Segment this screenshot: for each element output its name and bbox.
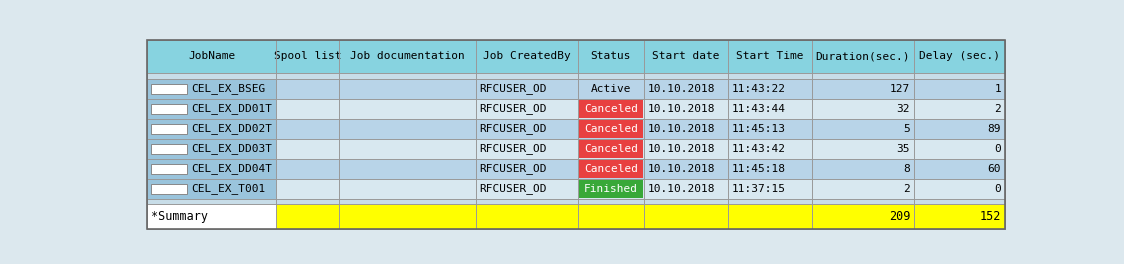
Text: 11:43:42: 11:43:42 [732, 144, 786, 154]
Text: *Summary: *Summary [151, 210, 208, 223]
Text: Delay (sec.): Delay (sec.) [918, 51, 999, 61]
Text: 10.10.2018: 10.10.2018 [647, 103, 715, 114]
Text: 8: 8 [904, 164, 910, 174]
Text: CEL_EX_DD03T: CEL_EX_DD03T [191, 143, 272, 154]
Text: 10.10.2018: 10.10.2018 [647, 84, 715, 93]
Bar [147, 159, 1005, 179]
Bar [579, 99, 643, 118]
Bar [151, 103, 188, 114]
Text: Job documentation: Job documentation [351, 51, 465, 61]
Bar [147, 73, 1005, 79]
Text: 11:45:18: 11:45:18 [732, 164, 786, 174]
Text: Canceled: Canceled [584, 144, 638, 154]
Bar [579, 79, 643, 98]
Bar [147, 119, 1005, 139]
Bar [147, 98, 275, 119]
Text: 127: 127 [890, 84, 910, 93]
Text: 5: 5 [904, 124, 910, 134]
Text: CEL_EX_BSEG: CEL_EX_BSEG [191, 83, 265, 94]
Bar [147, 159, 275, 179]
Bar [147, 98, 1005, 119]
Bar [147, 139, 1005, 159]
Text: Finished: Finished [584, 183, 638, 194]
Text: Canceled: Canceled [584, 124, 638, 134]
Text: 209: 209 [889, 210, 910, 223]
Text: Canceled: Canceled [584, 164, 638, 174]
Bar [579, 179, 643, 199]
Text: Spool list: Spool list [273, 51, 342, 61]
Bar [147, 79, 275, 98]
Text: Start Time: Start Time [736, 51, 804, 61]
Text: RFCUSER_OD: RFCUSER_OD [480, 83, 547, 94]
Bar [579, 119, 643, 138]
Text: 2: 2 [995, 103, 1001, 114]
Text: CEL_EX_DD02T: CEL_EX_DD02T [191, 123, 272, 134]
Text: Start date: Start date [652, 51, 719, 61]
Text: 11:37:15: 11:37:15 [732, 183, 786, 194]
Bar [147, 139, 275, 159]
Bar [147, 79, 1005, 98]
Text: 0: 0 [995, 144, 1001, 154]
Text: 89: 89 [988, 124, 1001, 134]
Text: CEL_EX_DD01T: CEL_EX_DD01T [191, 103, 272, 114]
Bar [147, 179, 1005, 199]
Text: CEL_EX_DD04T: CEL_EX_DD04T [191, 163, 272, 174]
Bar [147, 204, 1005, 229]
Text: RFCUSER_OD: RFCUSER_OD [480, 123, 547, 134]
Bar [151, 144, 188, 154]
Text: 32: 32 [897, 103, 910, 114]
Text: Job CreatedBy: Job CreatedBy [483, 51, 571, 61]
Bar [147, 119, 275, 139]
Bar [147, 204, 275, 229]
Bar [151, 183, 188, 194]
Text: 0: 0 [995, 183, 1001, 194]
Text: JobName: JobName [188, 51, 235, 61]
Text: 11:43:22: 11:43:22 [732, 84, 786, 93]
Text: 11:45:13: 11:45:13 [732, 124, 786, 134]
Bar [147, 179, 275, 199]
Text: 10.10.2018: 10.10.2018 [647, 144, 715, 154]
Bar [151, 164, 188, 174]
Text: 10.10.2018: 10.10.2018 [647, 124, 715, 134]
Text: RFCUSER_OD: RFCUSER_OD [480, 143, 547, 154]
Text: 60: 60 [988, 164, 1001, 174]
Bar [147, 199, 1005, 204]
Bar [151, 84, 188, 93]
Text: CEL_EX_T001: CEL_EX_T001 [191, 183, 265, 194]
Bar [151, 124, 188, 134]
Text: RFCUSER_OD: RFCUSER_OD [480, 183, 547, 194]
Text: Duration(sec.): Duration(sec.) [816, 51, 910, 61]
Text: 11:43:44: 11:43:44 [732, 103, 786, 114]
Bar [579, 139, 643, 158]
Text: 10.10.2018: 10.10.2018 [647, 183, 715, 194]
Text: 35: 35 [897, 144, 910, 154]
Text: 2: 2 [904, 183, 910, 194]
Text: 1: 1 [995, 84, 1001, 93]
Text: Status: Status [591, 51, 632, 61]
Text: Canceled: Canceled [584, 103, 638, 114]
Bar [579, 159, 643, 178]
Text: RFCUSER_OD: RFCUSER_OD [480, 103, 547, 114]
Text: Active: Active [591, 84, 632, 93]
Text: RFCUSER_OD: RFCUSER_OD [480, 163, 547, 174]
Text: 10.10.2018: 10.10.2018 [647, 164, 715, 174]
Bar [147, 40, 1005, 73]
Text: 152: 152 [980, 210, 1001, 223]
